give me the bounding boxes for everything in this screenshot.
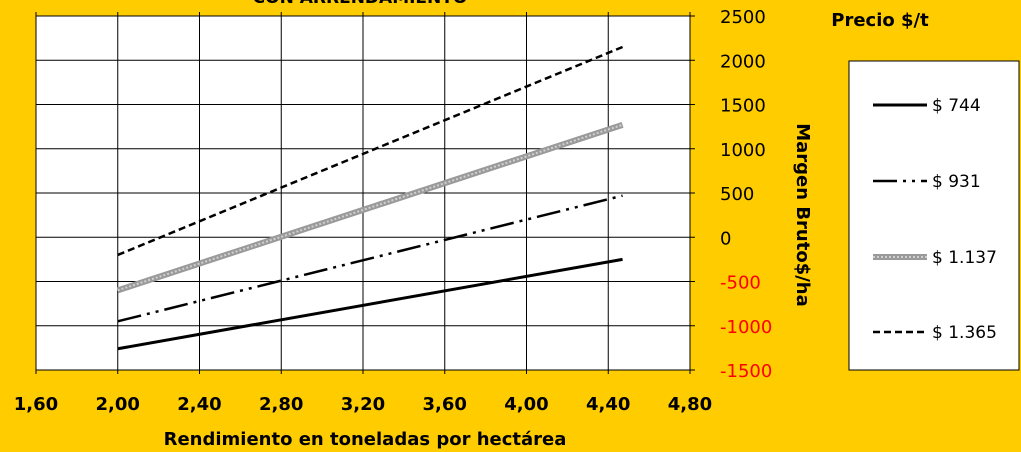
legend-items: $ 744 $ 931 $ 1.137 $ 1.365 [873,96,997,343]
legend-label: $ 931 [932,172,981,192]
x-tick-label: 2,80 [259,394,303,415]
y-tick-label: -1000 [720,317,772,338]
y-tick-label: 500 [720,184,754,205]
chart-title: CON ARRENDAMIENTO [253,0,468,8]
series-line [117,194,623,323]
x-tick-label: 1,60 [14,394,58,415]
series-line [117,45,624,257]
series-lines [116,45,624,351]
legend-label: $ 1.365 [932,323,997,343]
x-tick-label: 3,60 [423,394,467,415]
y-axis-ticks: -1500 -1000 -500 0 500 1000 1500 2000 2500 [720,7,772,382]
y-tick-label: -500 [720,273,761,294]
legend-title: Precio $/t [831,10,929,31]
y-tick-label: 2500 [720,7,766,28]
y-tick-label: 2000 [720,51,766,72]
legend-label: $ 1.137 [932,248,997,268]
x-axis-label: Rendimiento en toneladas por hectárea [164,429,567,450]
x-tick-label: 3,20 [341,394,385,415]
x-axis-ticks: 1,60 2,00 2,40 2,80 3,20 3,60 4,00 4,40 4,80 [14,394,712,415]
x-tick-label: 4,40 [586,394,630,415]
x-tick-label: 4,00 [504,394,548,415]
grid [35,12,695,374]
x-tick-label: 4,80 [668,394,712,415]
x-tick-label: 2,40 [177,394,221,415]
legend-box [848,60,1020,371]
y-tick-label: 0 [720,228,731,249]
y-tick-label: 1500 [720,96,766,117]
y-tick-label: -1500 [720,361,772,382]
y-axis-label: Margen Bruto$/ha [792,123,813,307]
series-line [117,123,623,292]
series-line [117,257,623,351]
legend: Precio $/t $ 744 $ 931 $ 1.137 $ 1.365 [831,10,1020,371]
legend-label: $ 744 [932,96,981,116]
x-tick-label: 2,00 [96,394,140,415]
y-tick-label: 1000 [720,140,766,161]
